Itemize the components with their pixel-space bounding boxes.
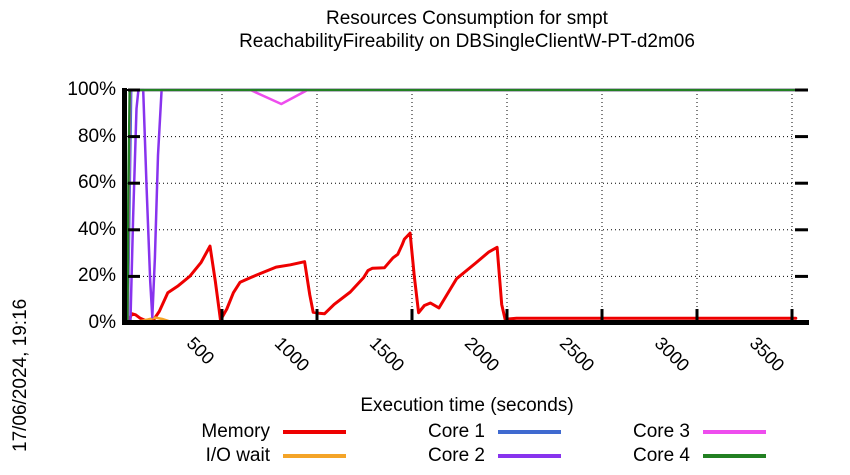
y-tick-mark-right: [795, 321, 808, 325]
series-line-core-4: [126, 88, 798, 325]
chart-title-line2: ReachabilityFireability on DBSingleClien…: [239, 31, 695, 52]
x-tick-mark: [220, 309, 224, 320]
x-tick-mark: [695, 309, 699, 320]
y-tick-mark-right: [795, 181, 808, 185]
x-tick-mark: [600, 309, 604, 320]
series-line-core-3: [126, 88, 798, 325]
series-line-core-2: [129, 88, 798, 325]
series-line-core-1: [126, 88, 798, 325]
y-tick-mark-right: [795, 135, 808, 139]
y-axis-line: [122, 88, 127, 325]
y-tick-mark: [128, 135, 140, 139]
x-tick-mark: [410, 309, 414, 320]
y-tick-mark: [128, 88, 140, 92]
x-tick-mark: [790, 309, 794, 320]
x-tick-mark: [315, 309, 319, 320]
y-tick-mark: [128, 228, 140, 232]
y-tick-mark-right: [795, 88, 808, 92]
x-tick-mark: [505, 309, 509, 320]
chart-title-line1: Resources Consumption for smpt: [326, 8, 608, 29]
y-tick-mark-right: [795, 228, 808, 232]
y-tick-mark-right: [795, 274, 808, 278]
y-tick-mark: [128, 181, 140, 185]
x-axis-title: Execution time (seconds): [360, 395, 574, 416]
y-tick-mark: [128, 274, 140, 278]
x-axis-line: [122, 320, 809, 325]
y-tick-mark: [128, 321, 140, 325]
series-line-memory: [125, 231, 798, 325]
